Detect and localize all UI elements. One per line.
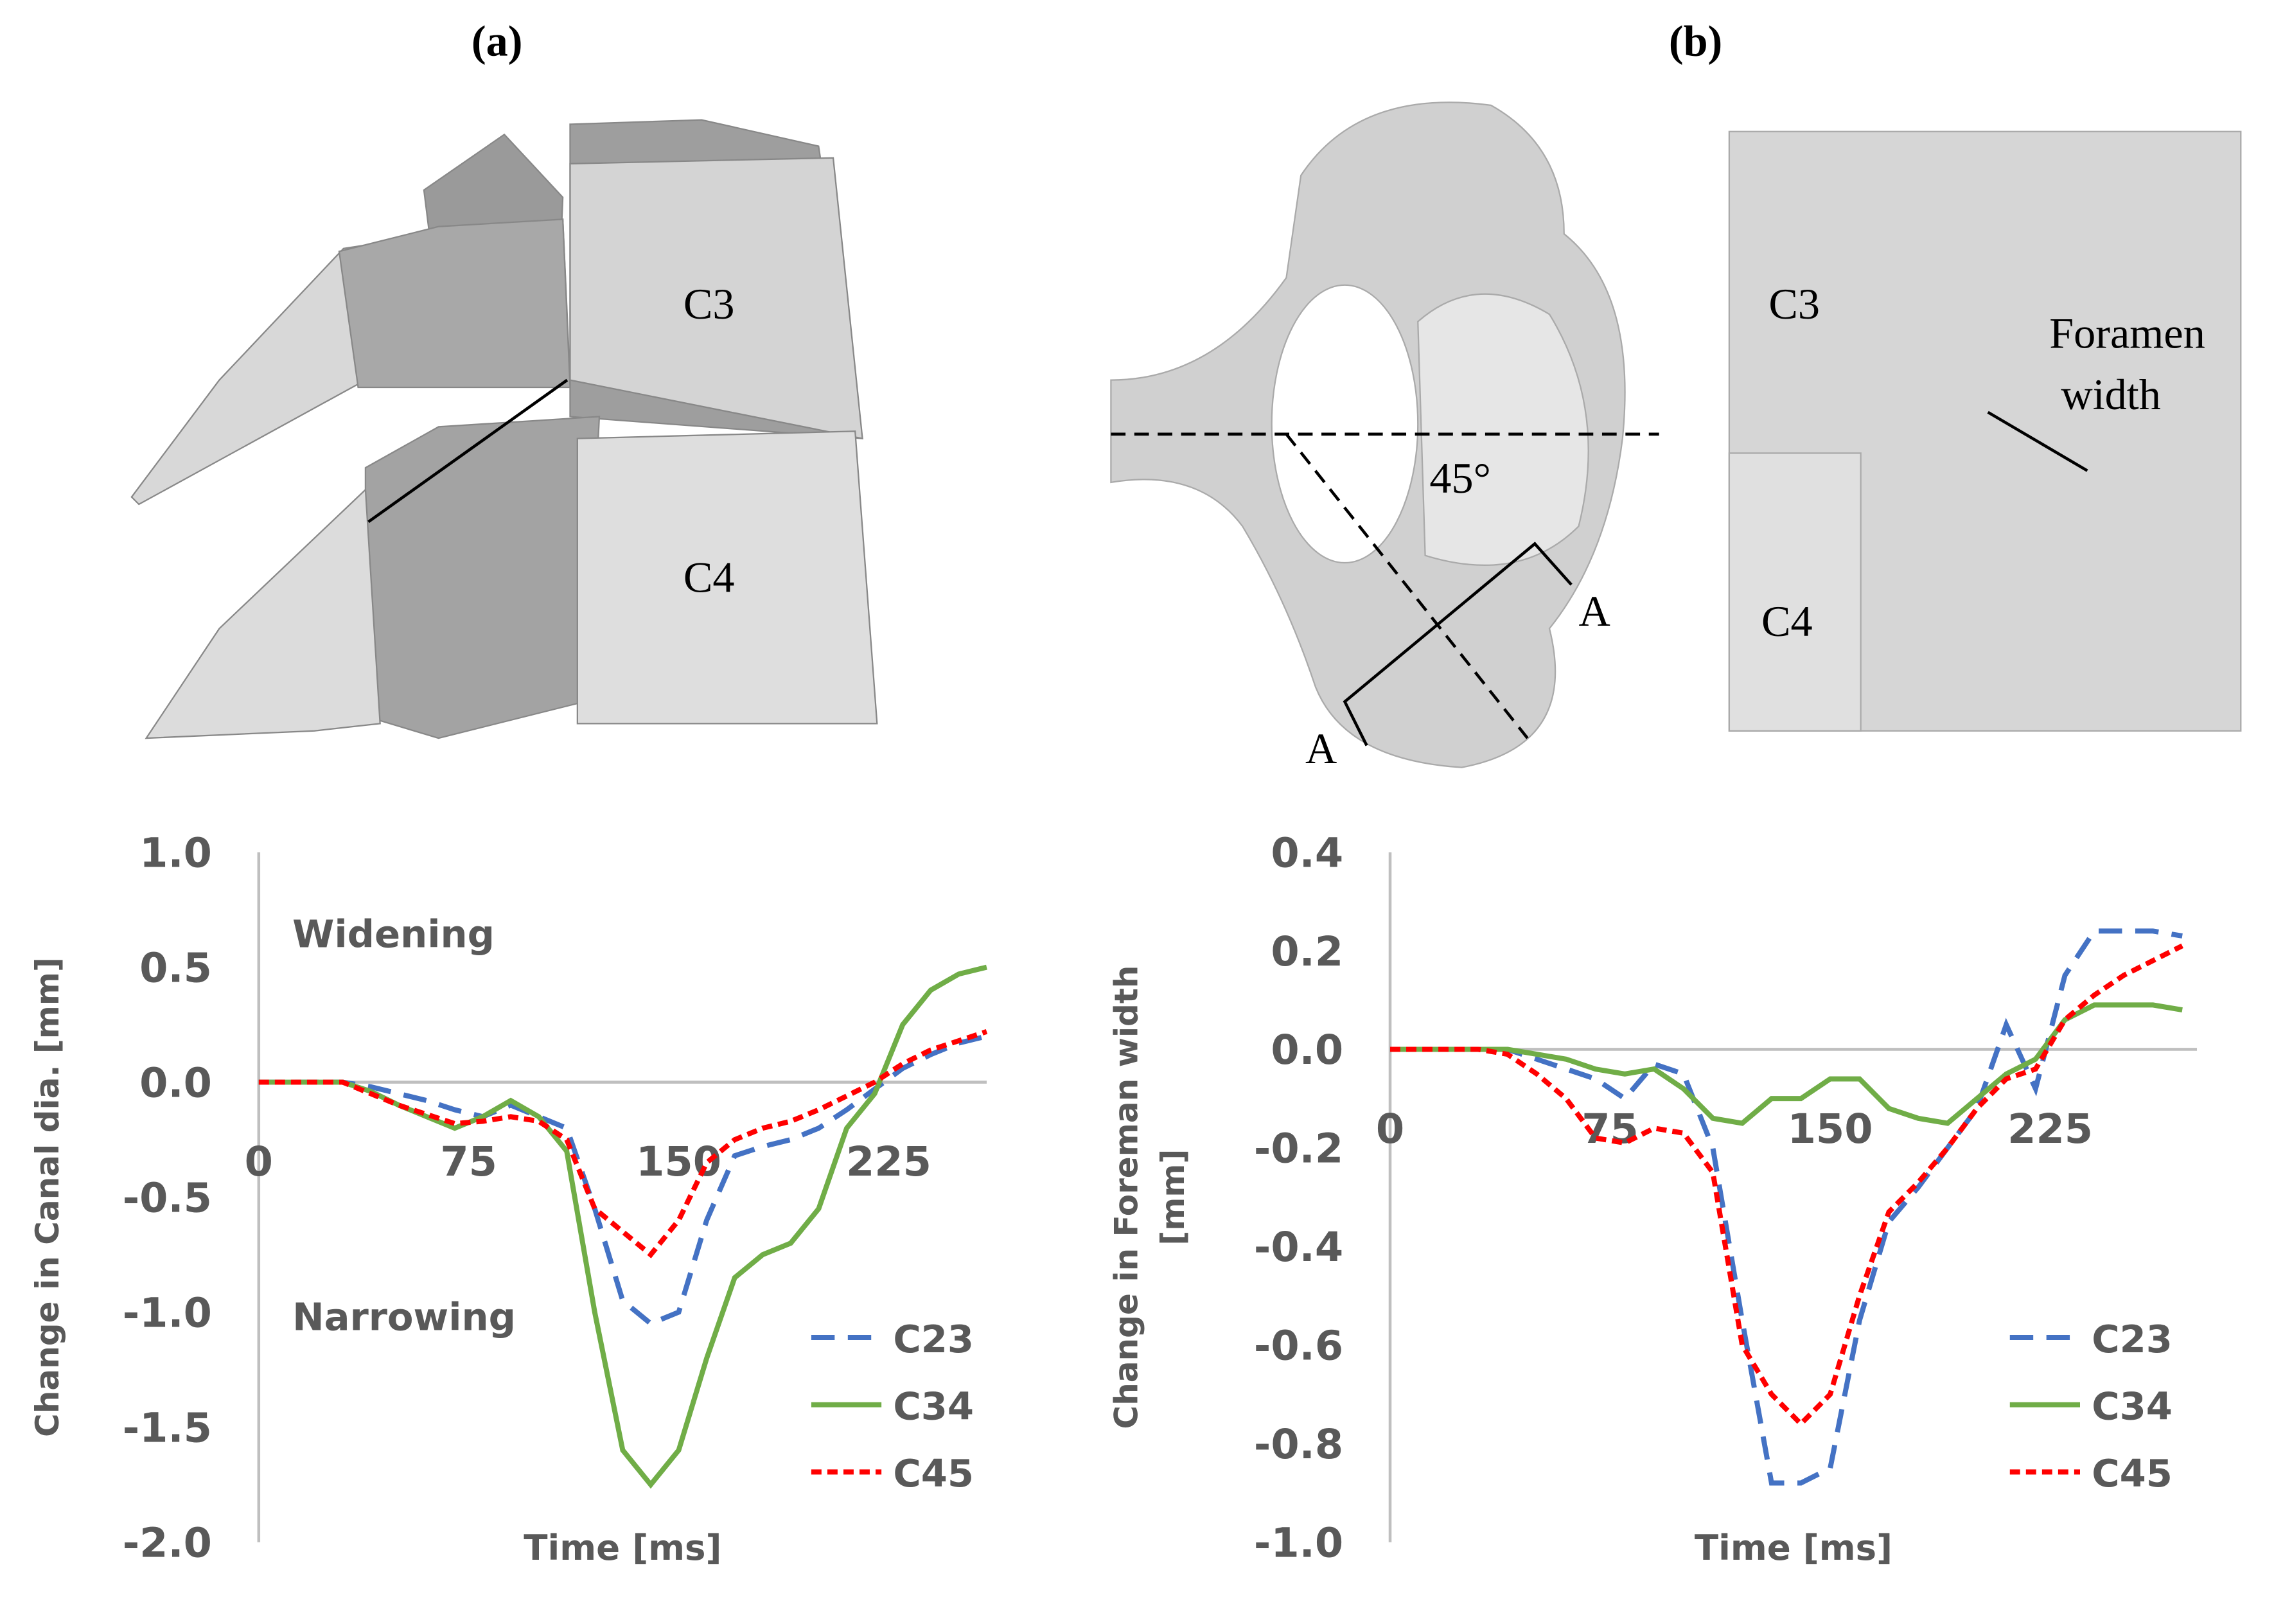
legend-label: C23 [893, 1317, 974, 1361]
y-tick-label: 0.5 [139, 944, 212, 992]
x-tick-label: 75 [440, 1138, 497, 1186]
legend-label: C23 [2092, 1317, 2173, 1361]
y-tick-label: 0.2 [1271, 928, 1343, 976]
foramen-label: width [2061, 370, 2160, 419]
legend-label: C34 [2092, 1384, 2173, 1428]
y-tick-label: 0.0 [1271, 1027, 1343, 1074]
x-tick-label: 150 [636, 1138, 721, 1186]
charts: 1.0 0.5 0.0 -0.5 -1.0 -1.5 -2.0 0 75 150 225 Time [… [29, 829, 2198, 1568]
y-tick-label: -0.6 [1254, 1322, 1343, 1370]
section-label: A [1305, 724, 1337, 773]
panel-label: (a) [472, 16, 523, 65]
vertebra-a [130, 119, 878, 739]
y-tick-label: -0.5 [123, 1174, 212, 1222]
data-line [1389, 928, 2183, 1486]
legend-label: C45 [893, 1451, 974, 1496]
vertebra-label: C3 [1768, 279, 1820, 328]
foramen-label: Foramen [2049, 309, 2205, 358]
y-axis-label: Change in Canal dia. [mm] [29, 957, 66, 1437]
y-tick-label: 0.4 [1271, 829, 1343, 877]
x-axis-label: Time [ms] [524, 1527, 721, 1568]
x-tick-label: 0 [1376, 1106, 1404, 1153]
y-tick-label: 1.0 [139, 829, 212, 877]
legend-label: C45 [2092, 1451, 2173, 1496]
y-tick-label: -0.4 [1254, 1224, 1343, 1271]
y-tick-label: -1.0 [123, 1289, 212, 1337]
y-tick-label: -2.0 [123, 1519, 212, 1567]
x-tick-label: 0 [245, 1138, 273, 1186]
angle-label: 45° [1429, 454, 1491, 502]
data-line [258, 1034, 987, 1327]
y-tick-label: -1.5 [123, 1404, 212, 1452]
arrow [367, 378, 569, 524]
x-tick-label: 225 [846, 1138, 931, 1186]
y-tick-label: 0.0 [139, 1059, 212, 1107]
x-tick-label: 225 [2007, 1106, 2093, 1153]
section-label: A [1579, 587, 1610, 635]
annotation: Narrowing [292, 1295, 516, 1339]
y-tick-label: -1.0 [1254, 1519, 1343, 1567]
annotation: Widening [292, 912, 495, 956]
x-tick-label: 150 [1788, 1106, 1873, 1153]
panel-label: (b) [1669, 16, 1722, 65]
data-line [258, 964, 987, 1489]
legend-label: C34 [893, 1384, 974, 1428]
section-lines [1111, 410, 2088, 746]
vertebra-label: C3 [683, 279, 735, 328]
y-tick-label: -0.8 [1254, 1421, 1343, 1469]
y-tick-label: -0.2 [1254, 1125, 1343, 1173]
x-axis-label: Time [ms] [1695, 1527, 1892, 1568]
y-axis-label: Change in Foreman width [1107, 966, 1145, 1429]
y-axis-label: [mm] [1154, 1149, 1192, 1246]
vertebra-label: C4 [683, 553, 735, 602]
vertebra-b [1110, 102, 2242, 768]
vertebra-label: C4 [1761, 597, 1813, 646]
data-line [1389, 943, 2183, 1428]
